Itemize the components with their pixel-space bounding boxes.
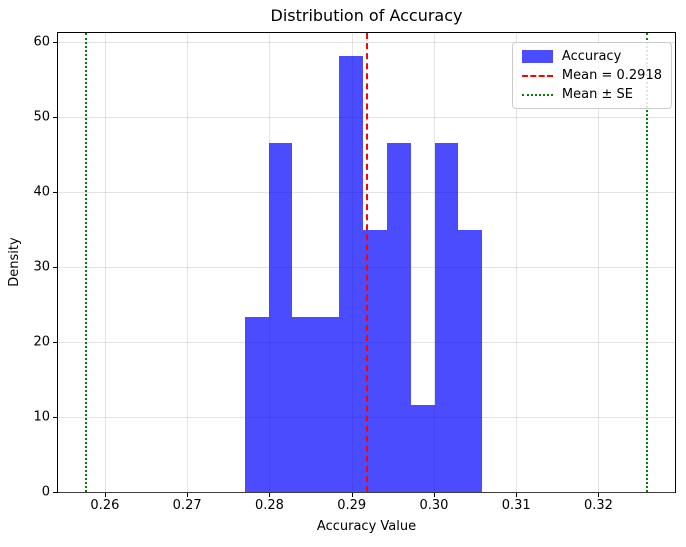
gridline-x (187, 33, 189, 492)
x-axis-label: Accuracy Value (316, 519, 417, 534)
mean-line (365, 33, 368, 492)
x-tick-label: 0.29 (337, 498, 367, 513)
x-tick-label: 0.26 (90, 498, 120, 513)
gridline-x (598, 33, 600, 492)
mean-swatch-icon (521, 74, 553, 77)
x-tick-mark (351, 493, 353, 497)
legend-item-accuracy: Accuracy (521, 49, 662, 64)
y-tick-label: 50 (33, 109, 50, 125)
plot-area: Accuracy Mean = 0.2918 Mean ± SE (57, 32, 676, 493)
x-tick-label: 0.31 (501, 498, 531, 513)
y-tick-label: 60 (33, 34, 50, 50)
legend-item-mean: Mean = 0.2918 (521, 68, 662, 83)
y-tick-mark (53, 117, 57, 118)
y-tick-mark (53, 192, 57, 193)
gridline-x (104, 33, 106, 492)
gridline-x (516, 33, 518, 492)
y-tick-mark (53, 492, 57, 493)
histogram-bar (339, 56, 364, 492)
legend: Accuracy Mean = 0.2918 Mean ± SE (511, 42, 672, 109)
y-axis-label: Density (7, 237, 22, 287)
gridline-x (433, 33, 435, 492)
gridline-y (58, 492, 675, 493)
x-tick-mark (187, 493, 189, 497)
histogram-bar (292, 317, 317, 492)
histogram-bar (268, 143, 293, 492)
x-tick-mark (598, 493, 600, 497)
histogram-bar (434, 143, 458, 492)
x-tick-label: 0.30 (419, 498, 449, 513)
histogram-bar (387, 143, 411, 492)
x-tick-mark (516, 493, 518, 497)
se-line (646, 33, 649, 492)
histogram-bar (363, 230, 388, 492)
legend-item-se: Mean ± SE (521, 87, 662, 102)
histogram-bar (457, 230, 482, 492)
histogram-bar (410, 405, 435, 492)
se-line (84, 33, 87, 492)
y-tick-mark (53, 417, 57, 418)
legend-label-accuracy: Accuracy (561, 49, 622, 64)
histogram-bar (316, 317, 340, 492)
x-tick-label: 0.32 (584, 498, 613, 513)
legend-label-mean: Mean = 0.2918 (561, 68, 662, 83)
accuracy-swatch-icon (521, 50, 553, 63)
y-tick-label: 10 (33, 409, 50, 425)
y-tick-label: 30 (33, 259, 50, 275)
x-tick-label: 0.27 (172, 498, 202, 513)
y-tick-label: 0 (41, 484, 50, 500)
histogram-bar (244, 317, 269, 492)
legend-label-se: Mean ± SE (561, 87, 633, 102)
y-tick-label: 20 (33, 334, 50, 350)
x-tick-label: 0.28 (254, 498, 284, 513)
y-tick-mark (53, 42, 57, 43)
y-tick-mark (53, 342, 57, 343)
se-swatch-icon (521, 93, 553, 96)
y-tick-mark (53, 267, 57, 268)
chart-title: Distribution of Accuracy (270, 6, 463, 25)
x-tick-mark (269, 493, 271, 497)
x-tick-mark (104, 493, 106, 497)
x-tick-mark (433, 493, 435, 497)
y-tick-label: 40 (33, 184, 50, 200)
